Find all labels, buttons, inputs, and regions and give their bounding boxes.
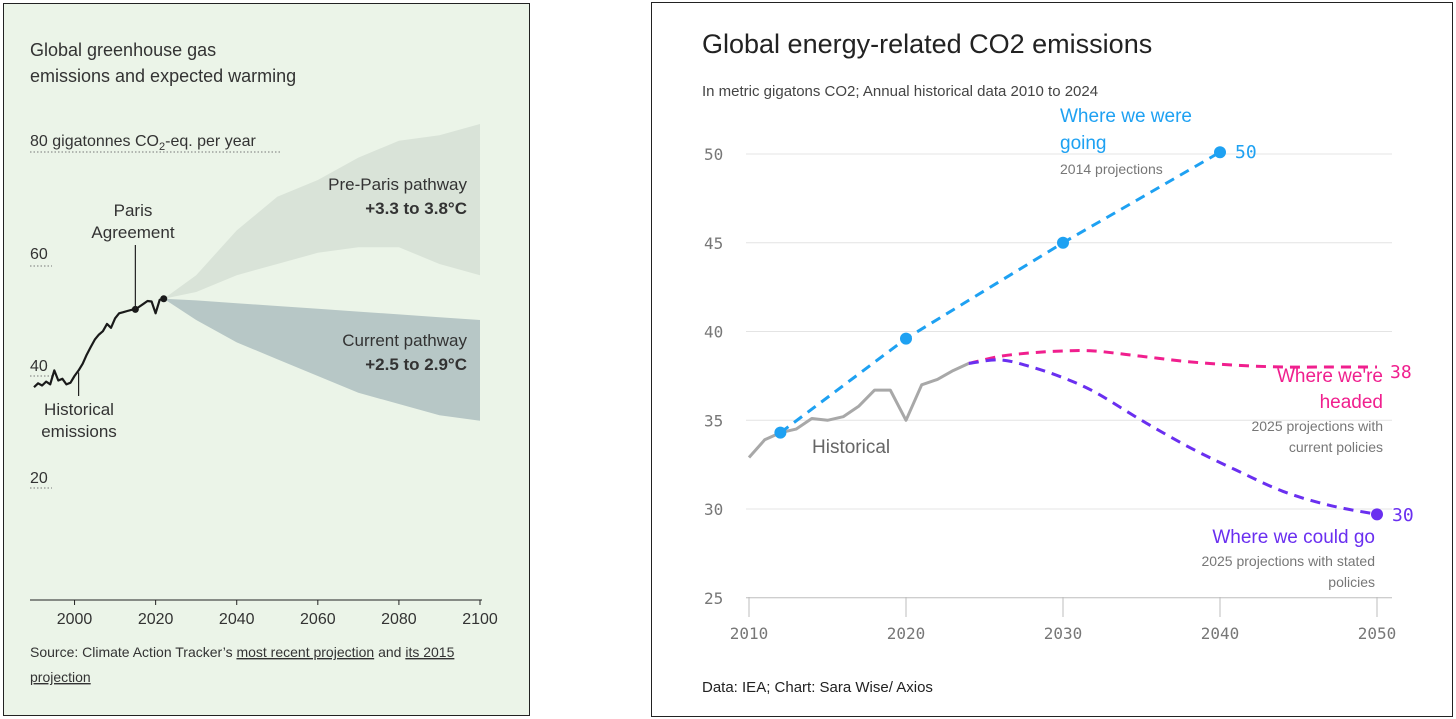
left-x-ticks: 2000 2020 2040 2060 2080 2100 xyxy=(57,600,498,628)
right-x-ticks: 2010 2020 2030 2040 2050 xyxy=(730,597,1397,643)
historical-label: Historical xyxy=(812,437,890,458)
current-pathway-range: +2.5 to 2.9°C xyxy=(365,355,467,374)
paris-annotation-line1: Paris xyxy=(114,201,153,220)
right-y-tick-label: 25 xyxy=(704,589,723,608)
current-pathway-band xyxy=(163,298,480,421)
left-x-tick-label: 2080 xyxy=(381,611,417,628)
left-y-tick-label: 40 xyxy=(30,358,48,375)
left-x-tick-label: 2020 xyxy=(138,611,174,628)
left-y-gridlines xyxy=(30,151,282,489)
right-x-tick-label: 2040 xyxy=(1201,624,1240,643)
going-projection-point xyxy=(1214,146,1226,159)
right-chart-svg: Global energy-related CO2 emissions In m… xyxy=(702,29,1414,696)
pre-paris-range: +3.3 to 3.8°C xyxy=(365,199,467,218)
right-points xyxy=(774,146,1383,521)
historical-annotation-line2: emissions xyxy=(41,422,117,441)
right-y-gridlines xyxy=(746,153,1392,599)
latest-emissions-point xyxy=(160,295,168,303)
left-x-tick-label: 2060 xyxy=(300,611,336,628)
going-projection-point xyxy=(774,426,787,439)
source-link-2015[interactable]: its 2015 xyxy=(405,644,454,660)
chart-credit: Data: IEA; Chart: Sara Wise/ Axios xyxy=(702,679,933,696)
right-y-tick-label: 35 xyxy=(704,411,723,430)
historical-annotation-line1: Historical xyxy=(44,400,114,419)
pre-paris-band xyxy=(163,124,480,299)
right-y-tick-label: 50 xyxy=(704,145,723,164)
historical-emissions-line xyxy=(33,297,164,388)
source-link-2015-cont[interactable]: projection xyxy=(30,669,91,685)
right-y-ticks: 50 45 40 35 30 25 xyxy=(704,145,723,608)
left-y-tick-label: 20 xyxy=(30,470,48,487)
where-we-could-go-line xyxy=(968,358,1378,516)
right-chart-subtitle: In metric gigatons CO2; Annual historica… xyxy=(702,83,1098,100)
right-chart-title: Global energy-related CO2 emissions xyxy=(702,29,1152,59)
where-we-were-going-line xyxy=(779,150,1221,434)
going-note: 2014 projections xyxy=(1060,161,1163,177)
source-link-recent[interactable]: most recent projection xyxy=(236,644,374,660)
left-y-tick-label: 60 xyxy=(30,246,48,263)
right-x-tick-label: 2030 xyxy=(1044,624,1083,643)
right-y-tick-label: 40 xyxy=(704,323,723,342)
left-x-tick-label: 2040 xyxy=(219,611,255,628)
headed-label-line1: Where we're xyxy=(1277,366,1383,387)
current-pathway-label: Current pathway xyxy=(342,331,467,350)
left-historical-series xyxy=(33,295,168,388)
left-chart-panel: Global greenhouse gas emissions and expe… xyxy=(3,3,530,716)
could-go-end-point xyxy=(1371,508,1383,521)
right-chart-panel: Global energy-related CO2 emissions In m… xyxy=(651,2,1453,717)
headed-note-line2: current policies xyxy=(1289,439,1383,455)
right-y-tick-label: 45 xyxy=(704,234,723,253)
left-pathway-areas xyxy=(163,124,480,421)
right-y-tick-label: 30 xyxy=(704,500,723,519)
paris-annotation-line2: Agreement xyxy=(91,223,174,242)
left-y-unit-label: 80 gigatonnes CO2-eq. per year xyxy=(30,133,256,153)
could-go-note-line2: policies xyxy=(1328,574,1375,590)
going-label-line1: Where we were xyxy=(1060,106,1192,127)
right-x-tick-label: 2010 xyxy=(730,624,769,643)
right-x-tick-label: 2020 xyxy=(887,624,926,643)
left-x-tick-label: 2000 xyxy=(57,611,93,628)
pre-paris-label: Pre-Paris pathway xyxy=(328,175,467,194)
left-chart-title-line2: emissions and expected warming xyxy=(30,66,296,86)
end-label-30: 30 xyxy=(1392,505,1414,526)
where-were-headed-line xyxy=(968,349,1378,369)
source-line1: Source: Climate Action Tracker’s most re… xyxy=(30,644,455,660)
end-label-38: 38 xyxy=(1390,362,1412,383)
going-label-line2: going xyxy=(1060,133,1107,154)
could-go-note-line1: 2025 projections with stated xyxy=(1201,553,1375,569)
left-y-ticks: 60 40 20 xyxy=(30,246,48,487)
right-x-tick-label: 2050 xyxy=(1358,624,1397,643)
left-chart-svg: Global greenhouse gas emissions and expe… xyxy=(30,40,498,685)
could-go-label: Where we could go xyxy=(1212,527,1375,548)
headed-label-line2: headed xyxy=(1320,392,1383,413)
end-label-50: 50 xyxy=(1235,142,1257,163)
right-series xyxy=(747,150,1378,516)
going-projection-point xyxy=(1057,236,1069,249)
headed-note-line1: 2025 projections with xyxy=(1251,418,1383,434)
left-chart-title-line1: Global greenhouse gas xyxy=(30,40,216,60)
left-x-tick-label: 2100 xyxy=(462,611,498,628)
going-projection-point xyxy=(900,332,912,345)
